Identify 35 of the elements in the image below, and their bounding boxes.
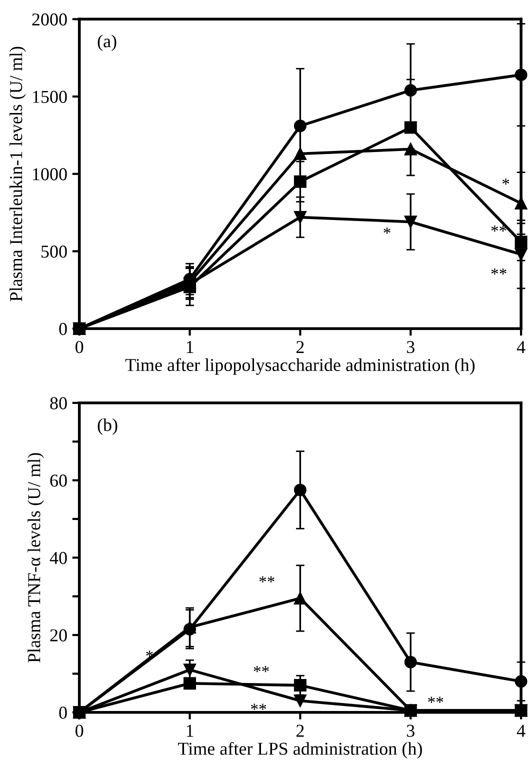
y-tick-label: 40	[50, 552, 67, 564]
annotation: **	[491, 226, 506, 232]
x-tick-label: 2	[296, 724, 304, 737]
y-tick-label: 1500	[33, 90, 67, 103]
y-tick-label: 0	[59, 706, 67, 719]
y-tick-label: 0	[59, 322, 67, 336]
annotation: *	[502, 178, 510, 185]
x-axis-title: Time after LPS administration (h)	[178, 742, 422, 759]
x-axis-title: Time after lipopolysaccharide administration (h)	[125, 358, 475, 375]
x-tick-label: 4	[516, 724, 526, 737]
y-axis-title: Plasma TNF-α levels (U/ ml)	[28, 453, 44, 662]
annotation: *	[146, 650, 153, 657]
y-tick-label: 2000	[32, 13, 67, 26]
x-tick-label: 4	[516, 341, 526, 353]
text: (a)	[98, 34, 116, 51]
x-tick-label: 3	[406, 341, 414, 354]
x-tick-label: 0	[76, 724, 84, 737]
annotation: **	[428, 696, 444, 703]
annotation: **	[254, 666, 269, 672]
annotation: **	[259, 576, 274, 582]
y-axis-title: Plasma Interleukin-1 levels (U/ ml)	[10, 46, 26, 302]
x-tick-label: 1	[186, 724, 194, 737]
y-tick-label: 500	[42, 246, 67, 258]
y-tick-label: 80	[50, 397, 67, 410]
annotation: *	[384, 228, 390, 234]
y-tick-label: 1000	[33, 168, 67, 180]
annotation: **	[491, 268, 506, 275]
y-tick-label: 60	[50, 474, 67, 487]
x-tick-label: 1	[186, 341, 194, 353]
x-tick-label: 2	[296, 341, 304, 353]
y-tick-label: 20	[50, 629, 67, 642]
x-tick-label: 3	[406, 724, 414, 737]
annotation: **	[251, 704, 266, 710]
x-tick-label: 0	[76, 340, 84, 354]
text: (b)	[98, 418, 118, 435]
